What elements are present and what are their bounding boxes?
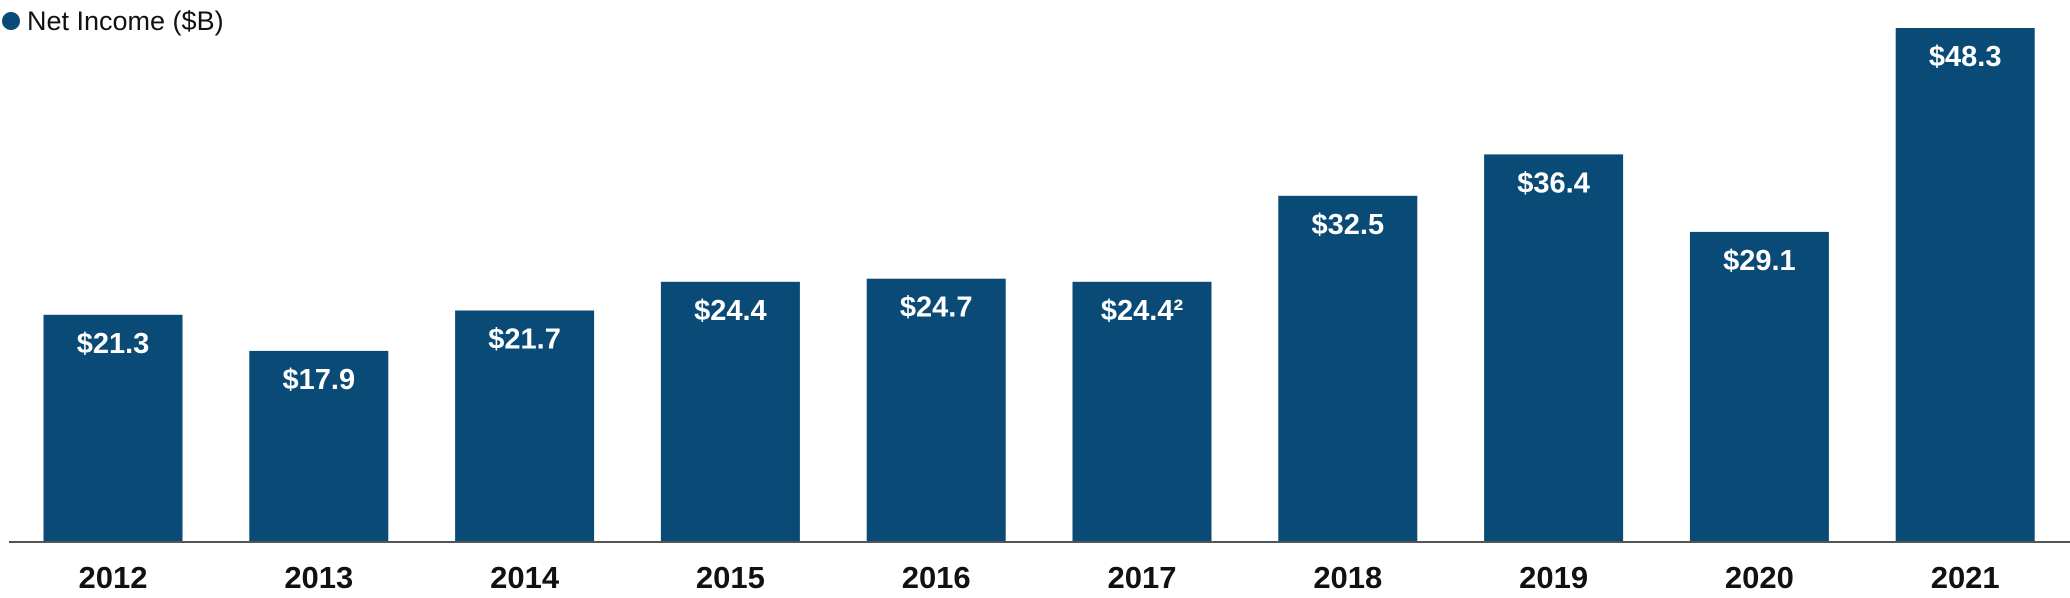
- x-tick-label-2021: 2021: [1931, 560, 2000, 595]
- data-label-2016: $24.7: [900, 292, 973, 324]
- bar-2019: [1484, 154, 1624, 541]
- x-axis-tick-labels: 2012 2013 2014 2015 2016 2017 2018 2019 2020 2021: [79, 560, 2000, 595]
- x-tick-label-2017: 2017: [1108, 560, 1177, 595]
- bars-group: $21.3 $17.9 $21.7 $24.4 $24.7 $24.4² $32.5 $36.…: [43, 28, 2035, 542]
- legend-swatch: [2, 12, 20, 30]
- data-label-2013: $17.9: [283, 364, 356, 396]
- data-label-2021: $48.3: [1929, 41, 2002, 73]
- bar-2012: [43, 314, 183, 541]
- legend: Net Income ($B): [2, 6, 224, 36]
- x-tick-label-2016: 2016: [902, 560, 971, 595]
- data-label-2020: $29.1: [1723, 245, 1796, 277]
- x-tick-label-2018: 2018: [1313, 560, 1382, 595]
- data-label-2017: $24.4²: [1101, 295, 1184, 327]
- x-tick-label-2015: 2015: [696, 560, 765, 595]
- data-label-2019: $36.4: [1517, 167, 1590, 199]
- bar-2014: [455, 310, 595, 541]
- bar-2020: [1689, 231, 1829, 541]
- x-tick-label-2020: 2020: [1725, 560, 1794, 595]
- bar-2017: [1072, 281, 1212, 541]
- bar-2018: [1278, 195, 1418, 542]
- x-tick-label-2013: 2013: [284, 560, 353, 595]
- data-label-2014: $21.7: [488, 324, 561, 356]
- data-label-2018: $32.5: [1312, 209, 1385, 241]
- x-tick-label-2014: 2014: [490, 560, 560, 595]
- data-label-2012: $21.3: [77, 328, 150, 360]
- legend-label: Net Income ($B): [27, 6, 224, 36]
- x-tick-label-2019: 2019: [1519, 560, 1588, 595]
- bar-2021: [1895, 28, 2035, 541]
- data-label-2015: $24.4: [694, 295, 767, 327]
- bar-2016: [866, 278, 1006, 541]
- bar-2015: [660, 281, 800, 541]
- bar-2013: [249, 350, 389, 541]
- x-tick-label-2012: 2012: [79, 560, 148, 595]
